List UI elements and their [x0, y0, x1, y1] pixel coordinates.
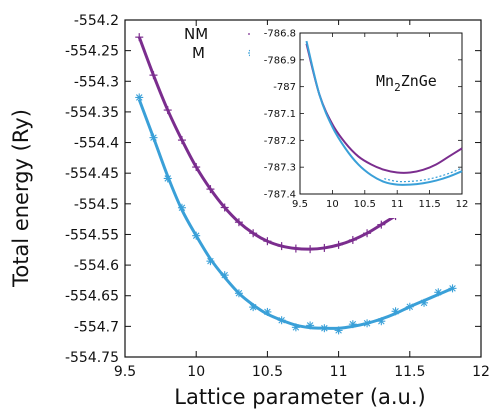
y-axis-label: Total energy (Ry) — [9, 109, 33, 288]
inset-x-tick-label: 11.5 — [418, 199, 440, 210]
inset-frame — [299, 32, 463, 195]
data-point-m — [391, 307, 400, 316]
inset-x-tick-label: 9.5 — [292, 199, 308, 210]
x-tick-label: 10.5 — [252, 364, 283, 380]
inset-series-line-nm — [305, 43, 463, 174]
data-point-m — [420, 298, 429, 307]
data-point-nm — [320, 243, 329, 252]
inset-title: Mn2ZnGe — [376, 72, 437, 94]
inset-y-tick-label: -786.8 — [264, 29, 296, 40]
y-tick-label: -554.55 — [65, 227, 119, 243]
inset-title-base: Mn — [376, 72, 394, 90]
data-point-nm — [192, 163, 201, 172]
data-point-m — [320, 324, 329, 333]
data-point-nm — [206, 185, 215, 194]
data-point-nm — [348, 235, 357, 244]
series-line-nm — [137, 36, 411, 251]
series-m — [135, 93, 457, 335]
data-point-nm — [149, 71, 158, 80]
data-point-nm — [277, 242, 286, 251]
inset-y-tick-label: -786.9 — [264, 55, 296, 66]
inset-y-tick-label: -787.1 — [264, 109, 296, 120]
inset-x-tick-label: 11 — [391, 199, 404, 210]
y-tick-label: -554.25 — [65, 44, 119, 60]
data-point-m — [277, 316, 286, 325]
data-point-m — [306, 321, 315, 330]
y-tick-label: -554.2 — [74, 13, 119, 29]
data-point-m — [405, 302, 414, 311]
data-point-nm — [291, 244, 300, 253]
y-tick-label: -554.65 — [65, 289, 119, 305]
inset-y-tick-label: -787.4 — [264, 190, 296, 201]
inset-title-rest: ZnGe — [401, 72, 437, 90]
data-point-nm — [177, 136, 186, 145]
y-tick-label: -554.35 — [65, 105, 119, 121]
y-tick-label: -554.7 — [74, 319, 119, 335]
data-point-m — [163, 174, 172, 183]
data-point-nm — [334, 240, 343, 249]
data-point-m — [263, 307, 272, 316]
inset-plot: 9.5 10 10.5 11 11.5 12 -786.8 -786.9 -787 -787.1 -… — [250, 25, 474, 218]
y-tick-label: -554.45 — [65, 166, 119, 182]
data-point-nm — [363, 229, 372, 238]
main-plot — [135, 33, 457, 335]
data-point-m — [377, 317, 386, 326]
legend-label-nm: NM — [184, 25, 208, 43]
y-tick-label: -554.4 — [74, 136, 119, 152]
data-point-nm — [263, 237, 272, 246]
inset-y-tick-label: -787.3 — [264, 163, 296, 174]
data-point-m — [206, 257, 215, 266]
legend: NM M — [184, 25, 256, 62]
inset-title-subscript: 2 — [394, 81, 401, 94]
data-point-m — [291, 323, 300, 332]
data-point-m — [135, 93, 144, 102]
inset-x-tick-label: 10.5 — [354, 199, 376, 210]
data-point-nm — [135, 33, 144, 42]
x-tick-label: 11 — [330, 364, 348, 380]
y-tick-label: -554.75 — [65, 350, 119, 366]
data-point-m — [177, 203, 186, 212]
legend-label-m: M — [192, 44, 205, 62]
inset-y-tick-label: -787 — [273, 82, 296, 93]
inset-series-points-m — [384, 167, 463, 183]
data-point-m — [348, 320, 357, 329]
data-point-m — [334, 326, 343, 335]
data-point-nm — [249, 229, 258, 238]
data-point-nm — [306, 245, 315, 254]
x-tick-label: 10 — [187, 364, 205, 380]
data-point-m — [220, 271, 229, 280]
main-axes: 9.5 10 10.5 11 11.5 12 -554.2 -554.25 -554.3 -554… — [65, 13, 490, 380]
data-point-m — [249, 303, 258, 312]
data-point-m — [363, 319, 372, 328]
inset-series-line-m — [305, 40, 463, 186]
inset-x-tick-label: 12 — [456, 199, 469, 210]
data-point-m — [192, 231, 201, 240]
data-point-m — [434, 288, 443, 297]
y-tick-label: -554.6 — [74, 258, 119, 274]
y-tick-label: -554.5 — [74, 197, 119, 213]
x-tick-label: 11.5 — [394, 364, 425, 380]
x-tick-label: 9.5 — [114, 364, 136, 380]
x-tick-label: 12 — [472, 364, 490, 380]
data-point-nm — [163, 106, 172, 115]
data-point-nm — [220, 203, 229, 212]
inset-x-tick-label: 10 — [326, 199, 339, 210]
data-point-m — [234, 289, 243, 298]
x-axis-label: Lattice parameter (a.u.) — [174, 385, 425, 409]
data-point-nm — [234, 218, 243, 227]
data-point-nm — [377, 220, 386, 229]
y-tick-label: -554.3 — [74, 74, 119, 90]
main-frame — [124, 19, 482, 358]
inset-y-tick-label: -787.2 — [264, 136, 296, 147]
data-point-m — [448, 284, 457, 293]
data-point-m — [149, 133, 158, 142]
